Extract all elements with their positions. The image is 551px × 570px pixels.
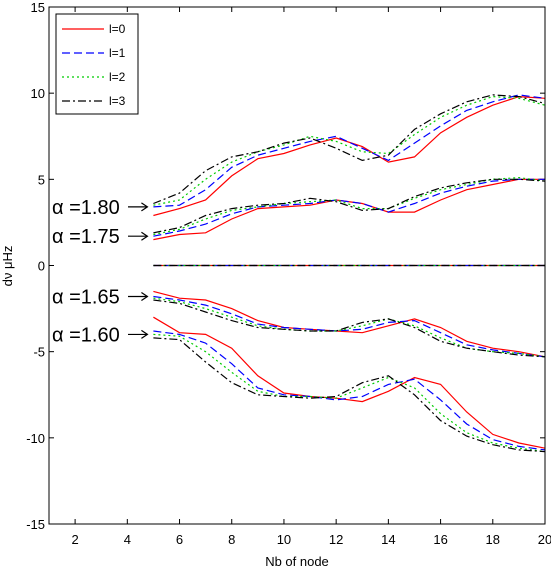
series-line-l3 [153,337,546,453]
series-line-l0 [153,95,546,217]
y-tick-label: -10 [26,431,45,446]
series-group [153,94,546,217]
series-line-l3 [153,178,546,234]
x-tick-label: 8 [228,532,235,547]
series-line-l3 [153,94,546,205]
alpha-annotation: α =1.75 [52,226,120,248]
y-tick-label: 15 [31,0,45,15]
legend: l=0 l=1 l=2 l=3 [55,13,139,115]
x-tick-label: 14 [381,532,395,547]
legend-label: l=2 [109,70,126,84]
series-line-l2 [153,333,546,453]
y-axis-label: dν μHz [0,246,15,287]
x-axis-label: Nb of node [265,554,329,569]
plot-frame [48,6,546,525]
y-tick-label: 5 [38,172,45,187]
x-tick-label: 20 [538,532,551,547]
series-line-l1 [153,330,546,451]
annotations: α =1.80 α =1.75 α =1.65 α =1.60 [52,197,149,346]
legend-box [55,13,139,115]
y-tick-label: -15 [26,517,45,532]
series-line-l1 [153,178,545,237]
series-line-l3 [153,299,546,358]
series-line-l1 [153,295,546,358]
tick-labels: 2 4 6 8 10 12 14 16 18 20 -15 -10 -5 0 5 10 15 [26,0,551,547]
series-line-l2 [153,176,546,236]
x-tick-label: 10 [277,532,291,547]
alpha-annotation: α =1.65 [52,287,120,309]
legend-label: l=0 [109,22,126,36]
annotation-arrowhead [141,202,149,212]
series-line-l0 [153,316,546,449]
x-tick-label: 16 [433,532,447,547]
series-group [153,316,546,453]
x-tick-label: 6 [176,532,183,547]
legend-label: l=3 [109,94,126,108]
legend-label: l=1 [109,46,126,60]
series-line-l2 [153,95,546,206]
x-tick-label: 4 [124,532,131,547]
series-line-l0 [153,178,545,241]
series-group [153,176,546,241]
series-lines [153,94,546,453]
series-line-l2 [153,297,546,358]
y-tick-label: 10 [31,86,45,101]
y-tick-label: 0 [38,259,45,274]
annotation-arrowhead [141,329,149,339]
alpha-annotation: α =1.80 [52,197,120,219]
x-tick-label: 2 [71,532,78,547]
alpha-annotation: α =1.60 [52,324,120,346]
series-line-l0 [153,290,546,358]
annotation-arrowhead [141,292,149,302]
series-line-l1 [153,94,546,208]
x-tick-label: 18 [486,532,500,547]
x-tick-label: 12 [329,532,343,547]
annotation-arrowhead [141,231,149,241]
series-group [153,290,546,358]
y-tick-label: -5 [33,345,45,360]
